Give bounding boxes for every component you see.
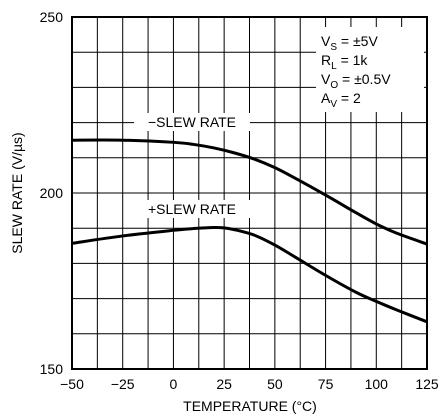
chart-series — [71, 138, 428, 324]
series-label-background — [134, 113, 250, 131]
y-tick-label: 200 — [40, 185, 64, 201]
y-axis-label: SLEW RATE (V/µs) — [9, 132, 25, 253]
neg-slew-rate-line — [71, 138, 428, 246]
pos-slew-rate-label: +SLEW RATE — [148, 201, 236, 217]
series-label-background — [134, 200, 250, 218]
plot-frame — [71, 16, 428, 370]
x-tick-label: 25 — [216, 376, 232, 392]
y-tick-labels: 150 200 250 — [40, 9, 64, 377]
pos-slew-rate-line — [71, 225, 428, 324]
x-tick-label: 125 — [415, 376, 439, 392]
x-tick-label: 0 — [170, 376, 178, 392]
x-tick-label: −50 — [60, 376, 84, 392]
y-tick-label: 250 — [40, 9, 64, 25]
x-tick-label: 100 — [365, 376, 389, 392]
annotation-background — [316, 27, 424, 112]
x-tick-labels: −50 −25 0 25 50 75 100 125 — [60, 376, 439, 392]
x-tick-label: −25 — [111, 376, 135, 392]
y-tick-label: 150 — [40, 361, 64, 377]
annotation-line: RL = 1k — [321, 52, 368, 72]
annotation-line: VO = ±0.5V — [321, 71, 391, 91]
x-tick-label: 50 — [267, 376, 283, 392]
annotation-line: VS = ±5V — [321, 33, 378, 53]
x-axis-label: TEMPERATURE (°C) — [183, 398, 317, 414]
series-labels: −SLEW RATE +SLEW RATE — [134, 113, 250, 218]
neg-slew-rate-label: −SLEW RATE — [148, 114, 236, 130]
annotation-line: AV = 2 — [321, 90, 361, 110]
x-tick-label: 75 — [318, 376, 334, 392]
